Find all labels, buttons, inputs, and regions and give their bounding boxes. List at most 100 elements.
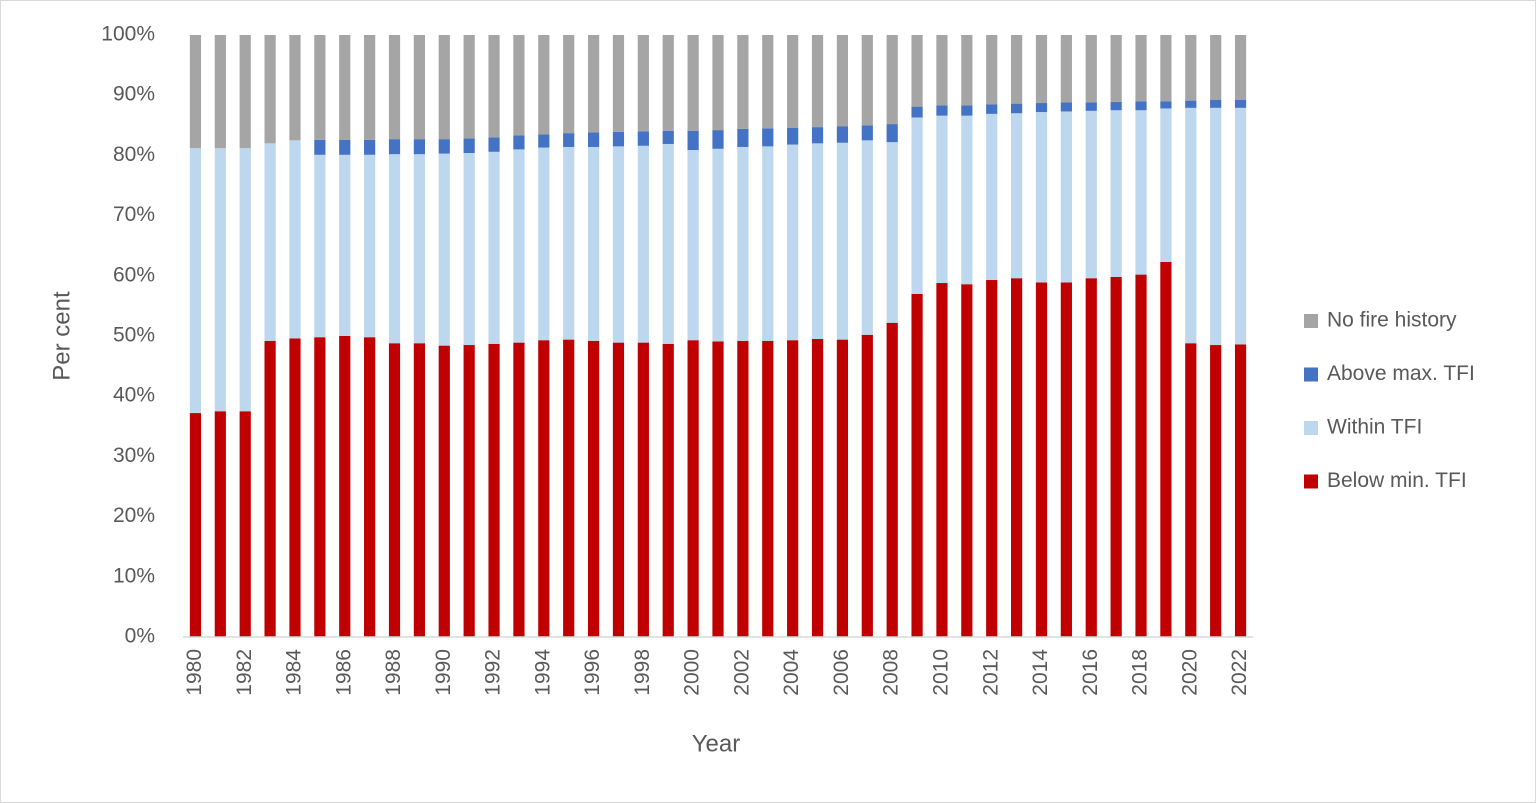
bar-segment <box>787 35 799 128</box>
bar-segment <box>1234 344 1247 637</box>
y-tick-label: 80% <box>113 143 155 166</box>
bar-segment <box>1060 35 1072 103</box>
bar-segment <box>637 35 649 132</box>
bar-segment <box>339 139 351 155</box>
x-tick-label: 2010 <box>930 649 953 696</box>
bar-segment <box>513 135 525 150</box>
bar-segment <box>587 35 600 133</box>
bar-segment <box>364 139 376 155</box>
bar-segment <box>961 35 973 106</box>
bar-segment <box>886 142 898 323</box>
bar-segment <box>463 35 475 139</box>
bar-segment <box>712 130 724 149</box>
bar-segment <box>488 137 500 152</box>
bar-segment <box>1011 113 1023 279</box>
y-tick-label: 100% <box>101 23 155 46</box>
bar-segment <box>563 133 575 147</box>
bar-segment <box>886 35 898 125</box>
bar-segment <box>737 146 749 341</box>
bar-segment <box>189 148 202 414</box>
x-tick-label: 1990 <box>432 649 455 696</box>
legend-label: Above max. TFI <box>1327 362 1475 385</box>
bar-segment <box>861 125 873 141</box>
bar-segment <box>936 283 948 637</box>
bar-segment <box>787 144 799 341</box>
bar-segment <box>762 35 774 129</box>
bar-segment <box>364 154 376 338</box>
bar-segment <box>1011 103 1023 114</box>
bar-segment <box>737 340 749 637</box>
bar-segment <box>563 35 575 134</box>
bar-segment <box>1185 343 1197 637</box>
legend-swatch <box>1304 421 1318 435</box>
bar-segment <box>637 131 649 146</box>
bar-segment <box>1035 103 1048 113</box>
bar-segment <box>563 339 575 637</box>
bar-segment <box>463 345 475 637</box>
bar-segment <box>438 35 450 140</box>
bar-segment <box>587 132 600 147</box>
bar-segment <box>339 336 351 637</box>
bar-segment <box>214 148 226 412</box>
y-axis-title: Per cent <box>48 291 75 381</box>
bar-segment <box>388 343 401 637</box>
bar-segment <box>239 35 251 149</box>
bar-segment <box>488 151 500 344</box>
x-tick-label: 2016 <box>1079 649 1102 696</box>
bar-segment <box>1185 107 1197 344</box>
x-tick-label: 1996 <box>581 649 604 696</box>
bar-segment <box>737 128 749 147</box>
bar-segment <box>1035 282 1048 637</box>
bar-segment <box>1110 101 1122 111</box>
bar-segment <box>936 35 948 106</box>
bar-segment <box>1210 100 1222 108</box>
bar-segment <box>1110 110 1122 278</box>
bar-segment <box>538 134 550 148</box>
bar-segment <box>662 143 674 344</box>
x-tick-label: 2008 <box>880 649 903 696</box>
bar-segment <box>861 334 873 637</box>
legend-swatch <box>1304 314 1318 328</box>
bar-segment <box>612 146 625 343</box>
bar-segment <box>438 153 450 346</box>
x-axis-title: Year <box>692 730 741 757</box>
bar-segment <box>662 343 674 637</box>
bar-segment <box>289 35 301 141</box>
bar-segment <box>687 149 699 341</box>
y-tick-label: 0% <box>125 625 155 648</box>
bar-segment <box>787 127 799 145</box>
bar-segment <box>1060 102 1072 112</box>
bar-segment <box>1135 274 1147 637</box>
bar-segment <box>513 149 525 343</box>
bar-segment <box>836 142 849 340</box>
bar-segment <box>538 340 550 637</box>
bar-segment <box>911 106 923 118</box>
bar-segment <box>339 154 351 336</box>
bar-segment <box>1234 107 1247 345</box>
bar-segment <box>1085 35 1097 103</box>
legend-label: Below min. TFI <box>1327 469 1467 492</box>
x-tick-label: 1992 <box>482 649 505 696</box>
bar-segment <box>662 130 674 144</box>
y-tick-label: 30% <box>113 444 155 467</box>
bar-segment <box>986 104 998 114</box>
bar-segment <box>1160 101 1172 109</box>
bar-segment <box>239 411 251 637</box>
x-tick-label: 1986 <box>332 649 355 696</box>
x-tick-label: 1980 <box>183 649 206 696</box>
bar-segment <box>936 105 948 116</box>
x-tick-label: 2000 <box>681 649 704 696</box>
bar-segment <box>314 337 326 637</box>
bar-segment <box>264 340 276 637</box>
bar-segment <box>787 340 799 637</box>
bar-segment <box>314 139 326 155</box>
bar-segment <box>1135 101 1147 111</box>
bar-segment <box>861 35 873 126</box>
bar-segment <box>712 35 724 131</box>
legend-swatch <box>1304 367 1318 382</box>
bar-segment <box>811 143 824 340</box>
bar-segment <box>388 154 401 344</box>
bar-segment <box>811 127 824 144</box>
bar-segment <box>836 339 849 637</box>
